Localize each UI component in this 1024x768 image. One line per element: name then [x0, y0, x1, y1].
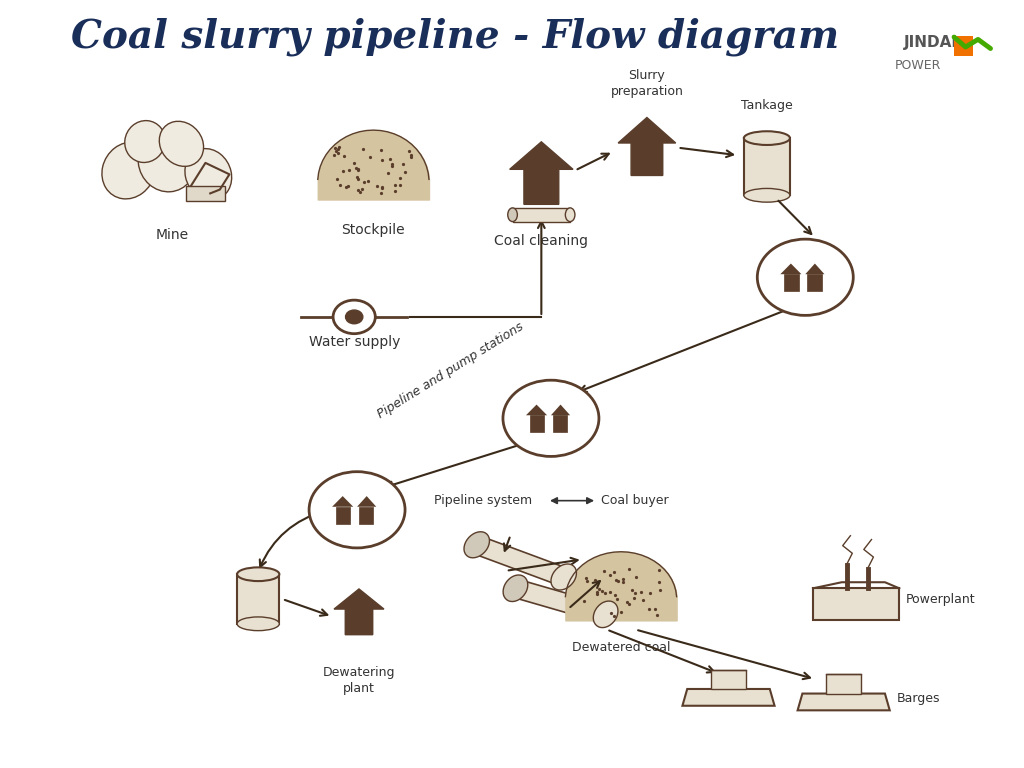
Ellipse shape: [593, 601, 617, 627]
Polygon shape: [472, 537, 568, 585]
Polygon shape: [805, 263, 824, 274]
Polygon shape: [510, 142, 573, 204]
Polygon shape: [682, 689, 774, 706]
Bar: [743, 138, 790, 195]
Text: Stockpile: Stockpile: [342, 223, 406, 237]
Ellipse shape: [238, 568, 280, 581]
Bar: [712, 670, 745, 689]
Polygon shape: [526, 405, 547, 415]
Ellipse shape: [464, 531, 489, 558]
Ellipse shape: [238, 617, 280, 631]
Text: JINDAL: JINDAL: [904, 35, 963, 50]
Text: Powerplant: Powerplant: [906, 592, 976, 605]
Polygon shape: [551, 405, 570, 415]
Ellipse shape: [102, 142, 156, 199]
Circle shape: [309, 472, 406, 548]
Bar: [553, 415, 567, 432]
Polygon shape: [332, 496, 353, 507]
Text: Dewatering
plant: Dewatering plant: [323, 666, 395, 695]
Text: Pipeline and pump stations: Pipeline and pump stations: [375, 319, 525, 421]
Circle shape: [333, 300, 376, 333]
Ellipse shape: [503, 575, 527, 601]
Polygon shape: [798, 694, 890, 710]
Circle shape: [503, 380, 599, 456]
Text: Dewatered coal: Dewatered coal: [571, 641, 671, 654]
Polygon shape: [780, 263, 802, 274]
Text: Pipeline system: Pipeline system: [433, 494, 531, 507]
Ellipse shape: [551, 564, 577, 590]
Bar: [529, 415, 544, 432]
Ellipse shape: [185, 148, 231, 200]
Text: Water supply: Water supply: [308, 335, 400, 349]
Polygon shape: [334, 589, 384, 634]
Bar: [359, 507, 374, 524]
Text: Tankage: Tankage: [741, 99, 793, 112]
Ellipse shape: [138, 131, 196, 192]
Bar: [826, 674, 861, 694]
Text: Coal cleaning: Coal cleaning: [495, 234, 589, 248]
Ellipse shape: [508, 208, 517, 222]
Bar: [186, 186, 224, 201]
Ellipse shape: [743, 188, 790, 202]
Ellipse shape: [125, 121, 165, 163]
Bar: [784, 274, 799, 291]
Ellipse shape: [160, 121, 204, 167]
Bar: [336, 507, 350, 524]
Polygon shape: [618, 118, 676, 175]
Text: Barges: Barges: [896, 692, 940, 704]
Circle shape: [758, 239, 853, 316]
Text: Coal buyer: Coal buyer: [601, 494, 669, 507]
Circle shape: [345, 310, 362, 324]
Text: Slurry
preparation: Slurry preparation: [610, 69, 683, 98]
FancyBboxPatch shape: [954, 36, 973, 56]
Bar: [807, 274, 821, 291]
Ellipse shape: [565, 208, 574, 222]
Text: Coal slurry pipeline - Flow diagram: Coal slurry pipeline - Flow diagram: [71, 18, 839, 56]
Bar: [813, 588, 899, 621]
Polygon shape: [512, 580, 609, 623]
Polygon shape: [357, 496, 376, 507]
Bar: [238, 574, 280, 624]
Text: POWER: POWER: [894, 59, 941, 71]
Ellipse shape: [743, 131, 790, 145]
Text: Mine: Mine: [156, 228, 188, 243]
Bar: [513, 208, 570, 222]
